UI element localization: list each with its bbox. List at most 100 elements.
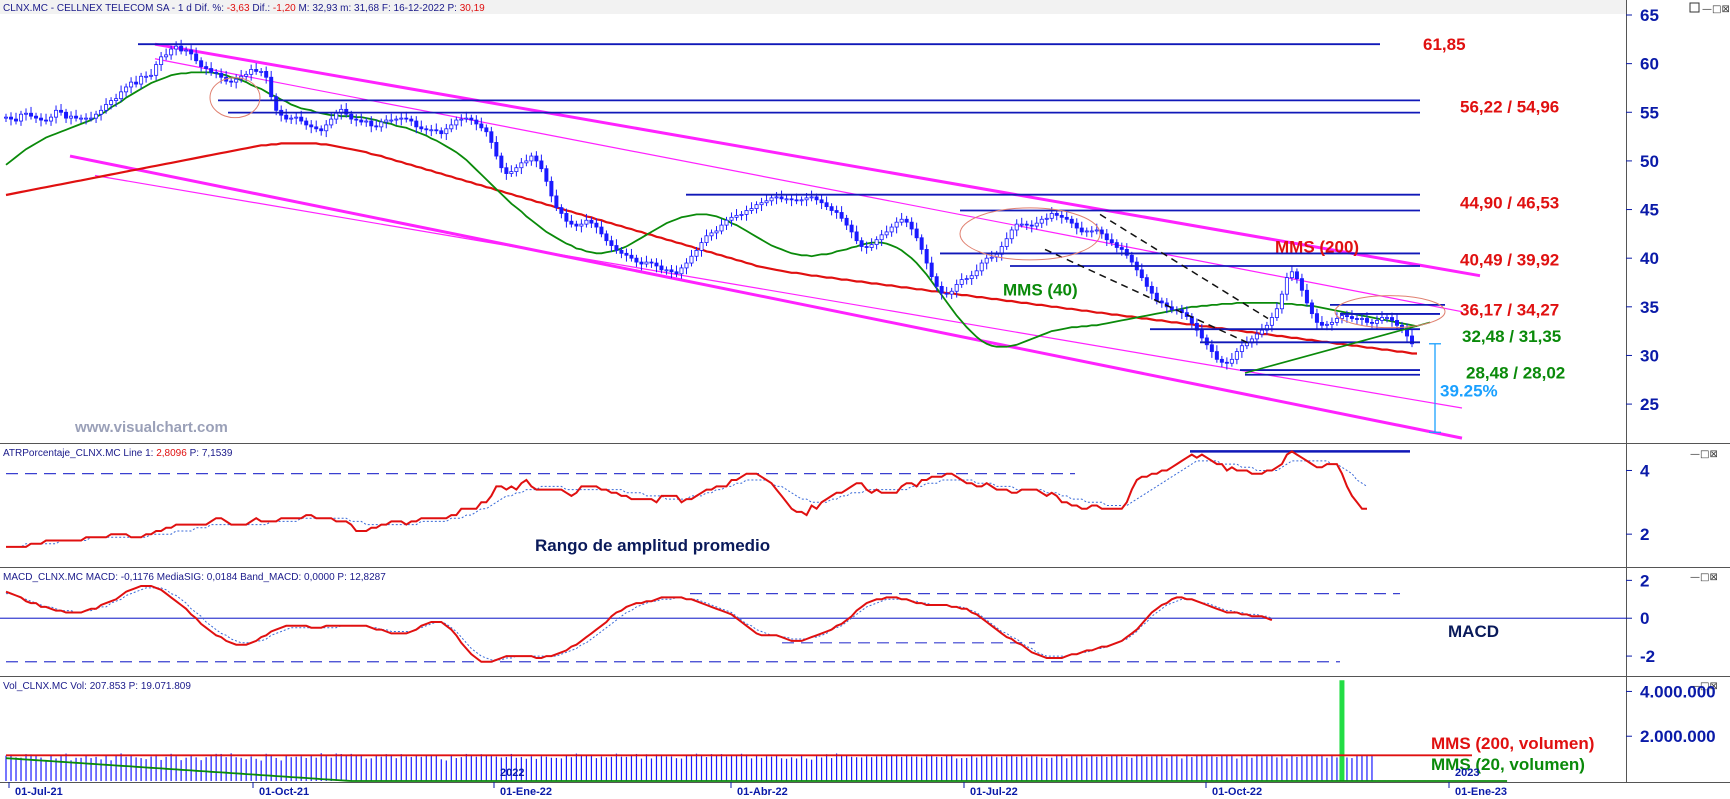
price-candle <box>89 117 94 120</box>
highlight-ellipse <box>1334 295 1446 329</box>
price-panel: 61,85 56,22 / 54,96 44,90 / 46,53 40,49 / 3… <box>4 6 1659 440</box>
price-candle <box>874 239 879 245</box>
atr-axis-tick-label: 2 <box>1640 525 1649 544</box>
price-candle <box>169 48 174 56</box>
price-candle <box>1324 323 1329 326</box>
price-candle <box>644 261 649 265</box>
price-candle <box>969 275 974 280</box>
price-candle <box>729 216 734 221</box>
panel-frames <box>0 0 1730 783</box>
atr-header-prefix: ATRPorcentaje_CLNX.MC Line 1: <box>3 448 156 459</box>
price-panel-controls[interactable]: —□⊠ <box>1689 2 1730 15</box>
macd-signal-line <box>6 587 1273 661</box>
price-candle <box>989 256 994 259</box>
price-candle <box>584 219 589 225</box>
price-candle <box>819 199 824 204</box>
price-candle <box>814 196 819 201</box>
price-axis-tick-label: 65 <box>1640 6 1659 25</box>
price-candle <box>564 213 569 222</box>
price-candle <box>264 71 269 78</box>
price-candle <box>914 228 919 239</box>
price-candle <box>739 214 744 216</box>
price-candle <box>854 231 859 242</box>
price-candle <box>1099 229 1104 235</box>
price-candle <box>184 49 189 52</box>
trend-dashed <box>1044 248 1251 345</box>
price-candle <box>494 142 499 157</box>
price-candle <box>489 131 494 143</box>
price-candle <box>904 218 909 223</box>
price-candle <box>159 56 164 66</box>
price-candle <box>189 49 194 55</box>
price-candle <box>604 233 609 242</box>
price-candle <box>1029 224 1034 227</box>
price-candle <box>1224 361 1229 364</box>
price-candle <box>424 128 429 131</box>
atr-signal-line <box>6 460 1368 548</box>
price-candle <box>1094 229 1099 232</box>
price-candle <box>529 155 534 162</box>
x-tick-label: 01-Oct-22 <box>1212 786 1262 798</box>
price-candle <box>639 261 644 265</box>
price-candle <box>359 119 364 123</box>
price-candle <box>134 81 139 85</box>
price-candle <box>1289 271 1294 279</box>
price-candle <box>399 117 404 120</box>
price-candle <box>499 155 504 169</box>
price-candle <box>1374 320 1379 324</box>
svg-text:—□⊠: —□⊠ <box>1690 572 1718 583</box>
price-candle <box>1259 329 1264 335</box>
price-candle <box>809 196 814 199</box>
price-candle <box>744 210 749 215</box>
channel-lower-line <box>69 154 1463 440</box>
price-candle <box>364 120 369 123</box>
price-candle <box>1084 230 1089 233</box>
price-candle <box>449 124 454 130</box>
price-candle <box>309 124 314 128</box>
price-candle <box>419 126 424 130</box>
price-candle <box>214 71 219 74</box>
price-candle <box>109 100 114 105</box>
price-candle <box>1379 317 1384 321</box>
price-candle <box>924 249 929 264</box>
price-candle <box>709 232 714 237</box>
price-candle <box>599 226 604 235</box>
price-candle <box>484 127 489 133</box>
price-candle <box>974 270 979 277</box>
vol-panel-controls[interactable]: —□⊠ <box>1690 681 1718 692</box>
price-header-prefix: CLNX.MC - CELLNEX TELECOM SA - 1 d Dif. … <box>3 3 227 14</box>
price-candle <box>394 118 399 121</box>
highlight-ellipse <box>959 207 1101 261</box>
price-candle <box>949 290 954 295</box>
price-candle <box>1004 238 1009 247</box>
mms40-annotation: MMS (40) <box>1003 280 1078 299</box>
price-candle <box>1049 213 1054 219</box>
price-candle <box>859 240 864 247</box>
level-label: 28,48 / 28,02 <box>1466 363 1565 382</box>
mms200-annotation: MMS (200) <box>1275 238 1359 257</box>
price-candle <box>1139 269 1144 279</box>
price-candle <box>1294 271 1299 280</box>
price-candle <box>1359 318 1364 320</box>
price-candle <box>1119 247 1124 250</box>
price-candle <box>124 86 129 93</box>
atr-panel-controls[interactable]: —□⊠ <box>1690 449 1718 460</box>
price-candle <box>1074 222 1079 229</box>
price-header-rest: M: 32,93 m: 31,68 F: 16-12-2022 P: <box>296 3 460 14</box>
price-candle <box>9 116 14 120</box>
price-candle <box>769 197 774 202</box>
price-candle <box>704 235 709 244</box>
price-candle <box>294 116 299 119</box>
price-candle <box>1144 277 1149 287</box>
price-candle <box>404 117 409 120</box>
price-candle <box>804 197 809 201</box>
price-candle <box>369 120 374 127</box>
price-candle <box>844 217 849 226</box>
price-candle <box>1194 322 1199 331</box>
price-candle <box>479 123 484 129</box>
level-label: 61,85 <box>1423 35 1466 54</box>
macd-panel-controls[interactable]: —□⊠ <box>1690 572 1718 583</box>
price-candle <box>414 120 419 128</box>
price-candle <box>1149 285 1154 294</box>
price-header-price: 30,19 <box>460 3 485 14</box>
